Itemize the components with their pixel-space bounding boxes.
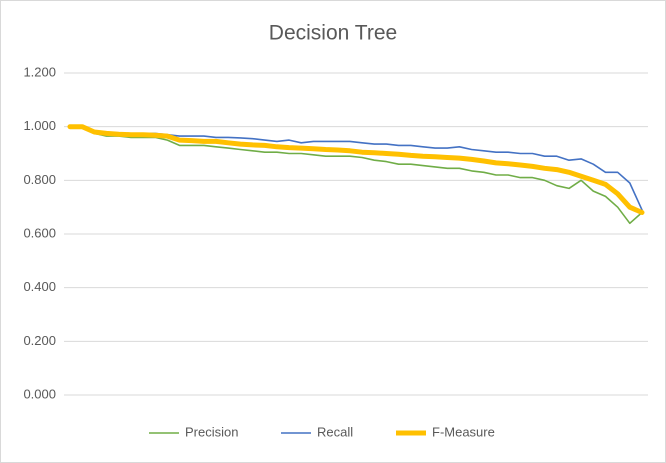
y-tick-label: 1.200 [23,64,56,79]
y-tick-label: 0.600 [23,225,56,240]
legend-label: F-Measure [432,424,495,439]
legend-label: Recall [317,424,353,439]
y-tick-label: 0.200 [23,333,56,348]
chart-title: Decision Tree [269,22,397,45]
series-line [69,125,643,225]
legend-label: Precision [185,424,238,439]
y-tick-label: 0.800 [23,172,56,187]
y-tick-label: 0.000 [23,386,56,401]
y-tick-label: 1.000 [23,118,56,133]
y-tick-label: 0.400 [23,279,56,294]
series-line [67,124,645,215]
